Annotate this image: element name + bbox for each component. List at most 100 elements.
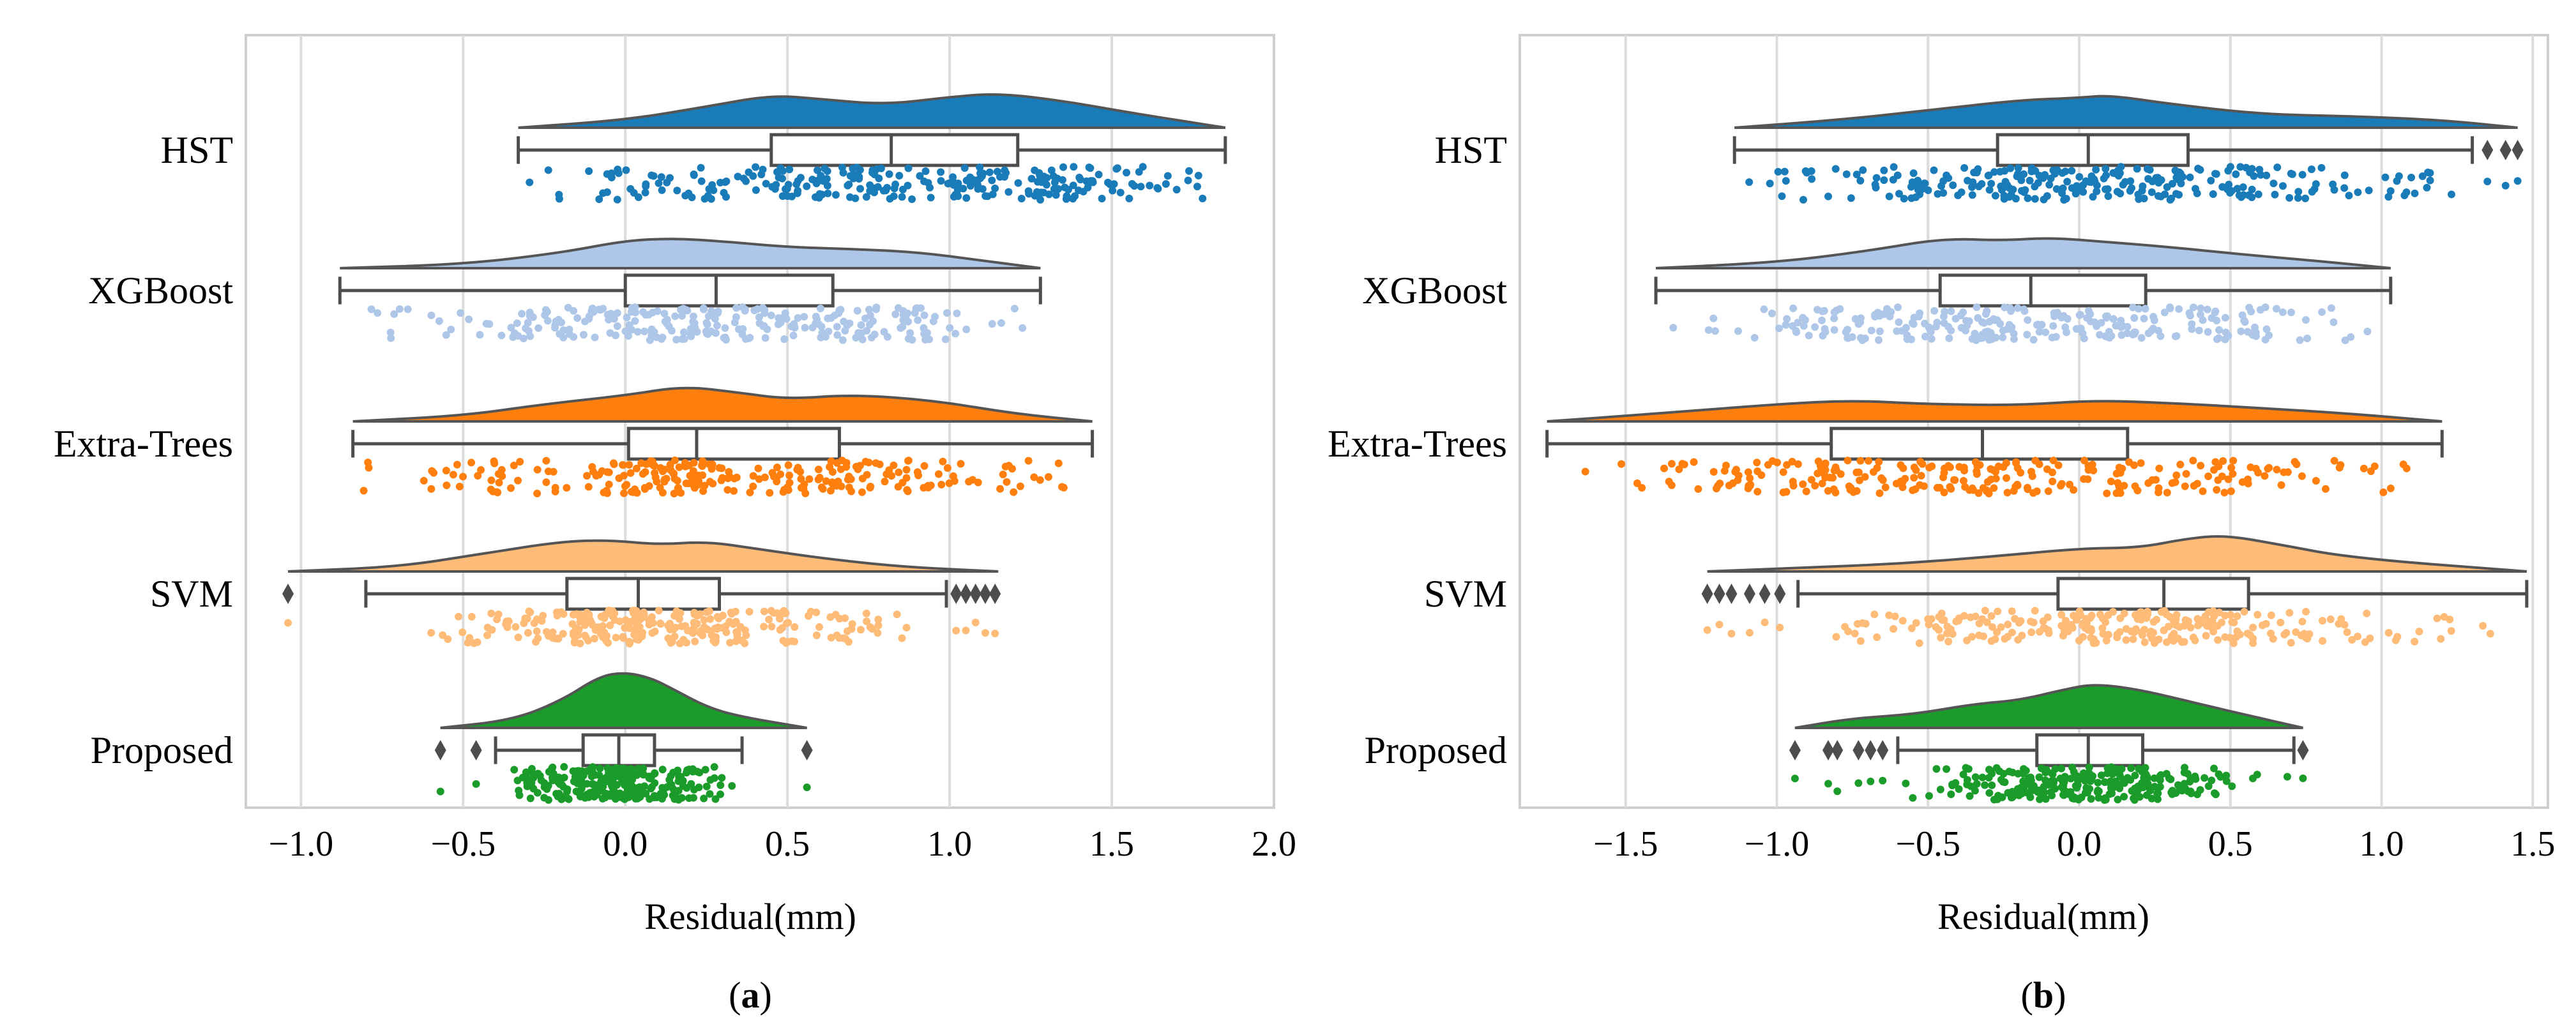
rain-point <box>2103 489 2111 497</box>
rain-point <box>1813 306 1821 314</box>
rain-point <box>2144 479 2153 487</box>
rain-point <box>920 462 928 470</box>
rain-point <box>1746 474 1754 482</box>
rain-point <box>1014 179 1022 187</box>
rain-point <box>2447 190 2455 199</box>
rain-point <box>1732 465 1740 474</box>
rain-point <box>494 470 503 478</box>
rain-point <box>670 489 678 497</box>
rain-point <box>861 457 870 465</box>
rain-point <box>704 192 712 200</box>
rain-point <box>1778 192 1786 200</box>
rain-point <box>2230 619 2238 627</box>
rain-point <box>1978 773 1987 782</box>
rain-point <box>838 163 846 172</box>
rain-point <box>1981 607 1989 615</box>
rain-point <box>843 627 851 635</box>
x-tick-label: 1.5 <box>2510 824 2555 864</box>
rain-point <box>682 638 690 647</box>
rain-point <box>898 634 906 642</box>
rain-point <box>2130 314 2139 322</box>
rain-point <box>1844 627 1852 635</box>
rain-point <box>632 464 640 472</box>
rain-point <box>2233 612 2241 620</box>
rain-point <box>2029 786 2037 794</box>
rain-point <box>551 321 559 329</box>
rain-point <box>1964 176 1972 185</box>
rain-point <box>904 164 913 172</box>
rain-point <box>1879 776 1887 785</box>
rain-point <box>1926 325 1934 333</box>
rain-point <box>826 487 835 495</box>
rain-point <box>1874 308 1882 317</box>
rain-point <box>1017 195 1026 203</box>
rain-point <box>671 312 679 321</box>
rain-point <box>1927 335 1936 343</box>
rain-point <box>683 306 692 315</box>
rain-point <box>657 173 665 181</box>
rain-point <box>854 329 863 337</box>
rain-point <box>1754 467 1762 476</box>
rain-point <box>2044 626 2052 635</box>
rain-point <box>1875 327 1884 335</box>
rain-point <box>1980 632 1988 640</box>
rain-point <box>364 458 372 467</box>
rain-point <box>2229 470 2237 478</box>
rain-point <box>1989 623 1997 631</box>
rain-point <box>1892 480 1900 488</box>
rain-point <box>817 483 826 492</box>
x-tick-label: 0.0 <box>2057 824 2102 864</box>
rain-point <box>815 623 823 631</box>
rain-point <box>1880 166 1888 174</box>
rain-point <box>2269 179 2278 188</box>
rain-point <box>846 172 854 180</box>
rain-point <box>420 476 428 485</box>
rain-point <box>1968 484 1976 492</box>
rain-point <box>755 475 763 483</box>
rain-point <box>1987 612 1996 620</box>
rain-point <box>1881 483 1890 492</box>
rain-point <box>2107 777 2115 785</box>
rain-point <box>2248 774 2257 783</box>
rain-point <box>1789 304 1798 312</box>
rain-point <box>999 471 1007 479</box>
rain-point <box>1805 331 1813 340</box>
rain-point <box>2237 327 2245 335</box>
rain-point <box>785 165 794 174</box>
rain-point <box>710 763 718 771</box>
outlier-marker <box>1701 584 1713 604</box>
rain-point <box>1799 195 1807 204</box>
rain-point <box>1830 314 1838 322</box>
rain-point <box>622 767 630 776</box>
rain-point <box>1789 481 1798 490</box>
rain-point <box>1895 318 1903 326</box>
rain-point <box>2340 621 2349 629</box>
iqr-box <box>626 427 841 461</box>
rain-point <box>1715 621 1724 629</box>
rain-point <box>2252 328 2260 336</box>
rain-point <box>1818 480 1826 488</box>
rain-point <box>2146 787 2155 795</box>
rain-point <box>1010 488 1018 496</box>
outlier-marker <box>989 584 1001 604</box>
rain-point <box>493 616 501 624</box>
rain-point <box>2277 481 2285 489</box>
rain-point <box>2213 486 2221 494</box>
rain-point <box>544 467 552 476</box>
rain-point <box>1994 607 2002 616</box>
rain-point <box>650 328 658 336</box>
rain-point <box>524 319 532 327</box>
rain-point <box>1937 609 1946 617</box>
rain-point <box>2137 608 2145 616</box>
rain-point <box>2116 489 2125 497</box>
rain-point <box>522 768 530 776</box>
rain-point <box>610 793 619 801</box>
rain-point <box>2191 637 2199 645</box>
rain-point <box>1909 794 1917 802</box>
rain-point <box>2087 795 2095 803</box>
rain-point <box>651 769 659 778</box>
rain-point <box>1885 611 1893 619</box>
rain-point <box>803 182 811 190</box>
rain-point <box>2026 176 2034 185</box>
rain-point <box>524 629 532 637</box>
